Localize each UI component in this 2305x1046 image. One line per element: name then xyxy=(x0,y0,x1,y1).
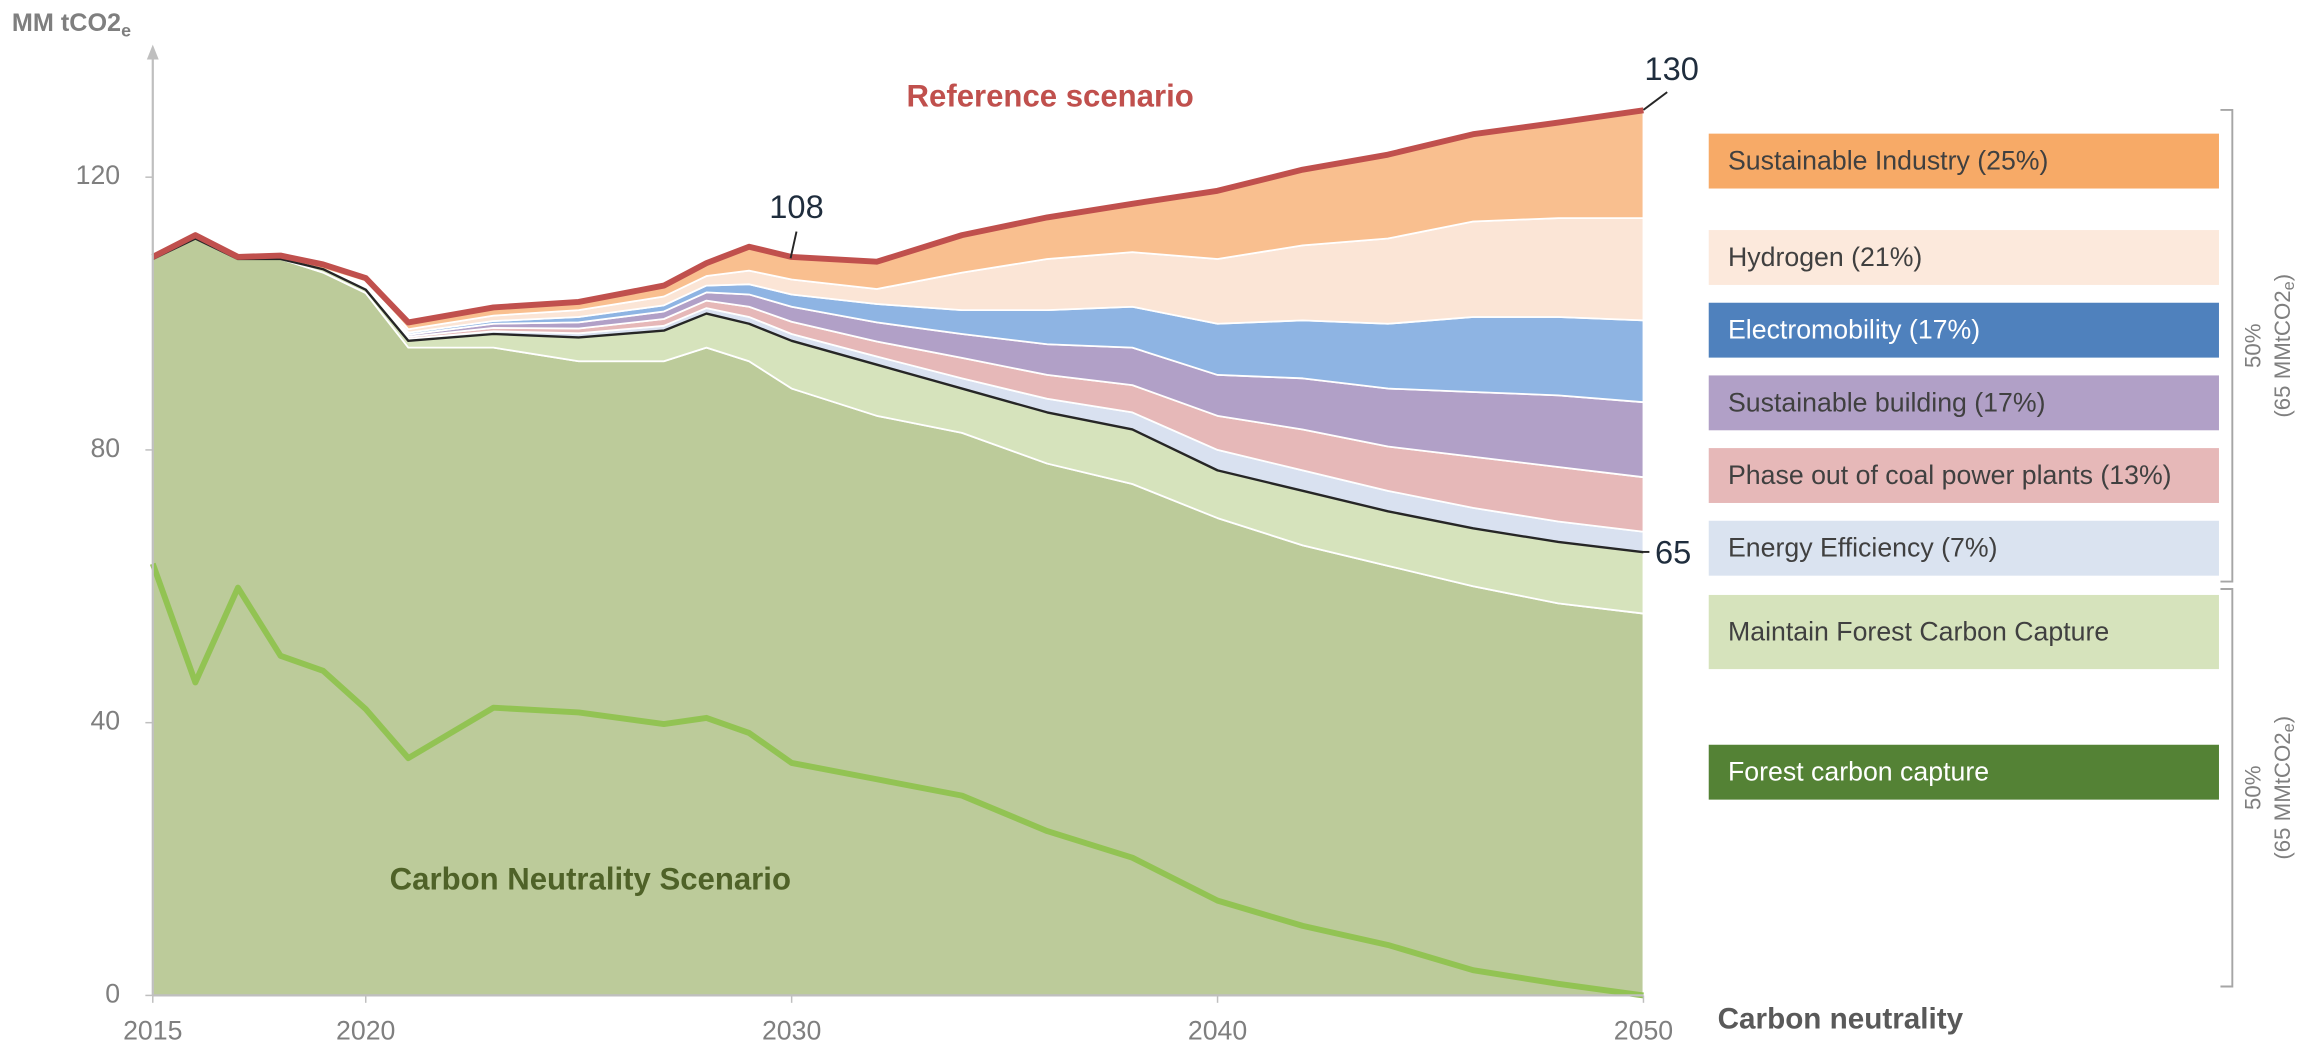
reference-line xyxy=(151,107,1644,326)
legend-label: Energy Efficiency (7%) xyxy=(1728,533,1997,563)
legend-label: Sustainable building (17%) xyxy=(1728,387,2046,417)
x-end-label: Carbon neutrality xyxy=(1718,1002,1964,1035)
bracket-amount-text: (65 MMtCO2 xyxy=(2270,290,2295,417)
legend-swatch xyxy=(1708,448,2219,503)
legend-swatch xyxy=(1708,520,2219,576)
bracket-label: 50% (65 MMtCO2e) xyxy=(2240,274,2298,418)
y-axis-label-subscript: e xyxy=(121,20,131,40)
annotation: 65 xyxy=(1655,534,1691,571)
legend-swatch xyxy=(1708,133,2219,189)
bracket-label: 50% (65 MMtCO2e) xyxy=(2240,716,2298,860)
legend-label: Forest carbon capture xyxy=(1728,757,1989,787)
annotation: 130 xyxy=(1644,50,1698,87)
total-line xyxy=(152,237,1644,554)
x-tick-label: 2020 xyxy=(336,1016,395,1046)
annotation-leader xyxy=(789,231,798,259)
bracket xyxy=(2220,108,2234,583)
annotation: 108 xyxy=(769,188,823,225)
y-tick-label: 0 xyxy=(105,978,120,1008)
bracket-amount-text: (65 MMtCO2 xyxy=(2270,732,2295,859)
legend-swatch xyxy=(1708,230,2219,285)
scenario-line xyxy=(149,562,1644,999)
legend-swatch xyxy=(1708,594,2219,670)
reference-label: Reference scenario xyxy=(907,78,1194,113)
y-tick-label: 80 xyxy=(90,433,120,463)
annotation-leader xyxy=(1642,91,1668,111)
bracket xyxy=(2220,588,2234,988)
x-tick-label: 2030 xyxy=(762,1016,821,1046)
x-tick-label: 2050 xyxy=(1614,1016,1673,1046)
scenario-label: Carbon Neutrality Scenario xyxy=(390,861,791,896)
bracket-amount: (65 MMtCO2e) xyxy=(2270,716,2298,860)
legend-label: Electromobility (17%) xyxy=(1728,315,1980,345)
bracket-amount-subscript: e xyxy=(2280,723,2298,732)
bracket-amount-close: ) xyxy=(2270,274,2295,281)
legend-label: Maintain Forest Carbon Capture xyxy=(1728,617,2109,647)
bracket-amount-subscript: e xyxy=(2280,281,2298,290)
bracket-amount-close: ) xyxy=(2270,716,2295,723)
y-axis-arrow xyxy=(146,44,159,60)
bracket-percent: 50% xyxy=(2240,323,2265,368)
y-tick-label: 40 xyxy=(90,706,120,736)
legend-label: Hydrogen (21%) xyxy=(1728,242,1922,272)
y-tick-label: 120 xyxy=(76,160,121,190)
bracket-amount: (65 MMtCO2e) xyxy=(2270,274,2298,418)
legend-swatch xyxy=(1708,375,2219,431)
y-axis-label-text: MM tCO2 xyxy=(12,9,121,37)
x-tick-label: 2015 xyxy=(123,1016,182,1046)
legend-swatch xyxy=(1708,744,2219,800)
x-tick-label: 2040 xyxy=(1188,1016,1247,1046)
legend-label: Sustainable Industry (25%) xyxy=(1728,146,2048,176)
legend-swatch xyxy=(1708,302,2219,358)
legend-label: Phase out of coal power plants (13%) xyxy=(1728,460,2172,490)
y-axis-label: MM tCO2e xyxy=(12,9,131,40)
bracket-percent: 50% xyxy=(2240,766,2265,811)
